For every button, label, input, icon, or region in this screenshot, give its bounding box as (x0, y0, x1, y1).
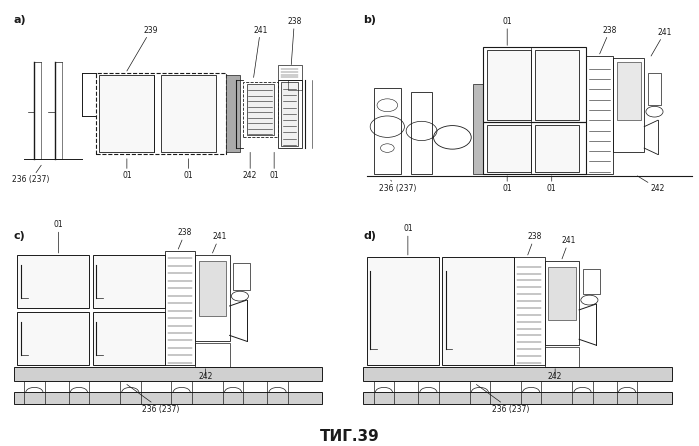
Bar (171, 380, 192, 404)
Bar (14, 392, 322, 404)
Bar (545, 347, 579, 367)
Text: 01: 01 (269, 153, 279, 180)
Text: 01: 01 (503, 17, 512, 45)
Bar (288, 79, 301, 90)
Bar (363, 392, 672, 404)
Bar (196, 255, 229, 341)
Text: 01: 01 (122, 159, 131, 180)
Bar (535, 124, 579, 172)
Text: 239: 239 (127, 25, 158, 71)
Text: 01: 01 (403, 224, 412, 255)
Bar (572, 380, 593, 404)
Bar (545, 261, 579, 345)
Text: 242: 242 (637, 176, 665, 193)
Bar (69, 380, 89, 404)
Bar (373, 88, 401, 174)
Text: 242: 242 (548, 369, 562, 380)
Text: 241: 241 (562, 236, 576, 259)
Bar (164, 251, 195, 365)
Bar (278, 65, 301, 79)
Text: 242: 242 (199, 369, 212, 380)
Bar (582, 268, 600, 294)
Bar (411, 92, 432, 174)
Bar (442, 257, 514, 365)
Bar (548, 267, 576, 320)
Text: 01: 01 (184, 159, 194, 180)
Bar (418, 380, 439, 404)
Bar (281, 82, 298, 146)
Bar (233, 263, 250, 290)
Bar (17, 312, 89, 365)
Text: 238: 238 (600, 25, 617, 54)
Bar (99, 75, 154, 153)
Bar (473, 84, 483, 174)
Text: 241: 241 (253, 25, 268, 78)
Bar (226, 75, 240, 153)
Bar (267, 380, 288, 404)
Text: 236 (237): 236 (237) (477, 384, 529, 414)
Bar (120, 380, 140, 404)
Bar (247, 84, 274, 135)
Bar (278, 79, 301, 148)
Bar (92, 312, 164, 365)
Bar (617, 62, 641, 120)
Text: ΤИГ.39: ΤИГ.39 (319, 429, 380, 444)
Text: 236 (237): 236 (237) (13, 165, 50, 185)
Text: 01: 01 (547, 176, 556, 193)
Text: d): d) (363, 231, 376, 241)
Bar (487, 50, 531, 120)
Bar (196, 343, 229, 367)
Bar (483, 122, 586, 174)
Bar (521, 380, 542, 404)
Bar (586, 56, 614, 174)
Bar (17, 255, 89, 308)
Text: c): c) (14, 231, 26, 241)
Text: 238: 238 (287, 17, 301, 65)
Bar (373, 380, 394, 404)
Bar (24, 380, 45, 404)
Text: 01: 01 (54, 220, 63, 253)
Bar (223, 380, 243, 404)
Text: 01: 01 (503, 176, 512, 193)
Bar (14, 367, 322, 380)
Bar (614, 58, 644, 153)
Bar (243, 82, 278, 137)
Text: 241: 241 (212, 232, 226, 253)
Text: 236 (237): 236 (237) (127, 384, 180, 414)
Bar (470, 380, 490, 404)
Bar (161, 75, 216, 153)
Text: 242: 242 (243, 153, 257, 180)
Text: b): b) (363, 15, 376, 25)
Text: 236 (237): 236 (237) (379, 180, 417, 193)
Bar (199, 261, 226, 316)
Text: a): a) (14, 15, 27, 25)
Text: 238: 238 (528, 232, 542, 255)
Text: 241: 241 (651, 28, 672, 56)
Bar (92, 255, 164, 308)
Bar (514, 257, 545, 365)
Bar (363, 367, 672, 380)
Bar (535, 50, 579, 120)
Bar (483, 47, 586, 122)
Bar (617, 380, 637, 404)
Bar (367, 257, 439, 365)
Text: 238: 238 (178, 228, 192, 249)
Bar (648, 73, 661, 105)
Bar (96, 73, 226, 154)
Bar (487, 124, 531, 172)
